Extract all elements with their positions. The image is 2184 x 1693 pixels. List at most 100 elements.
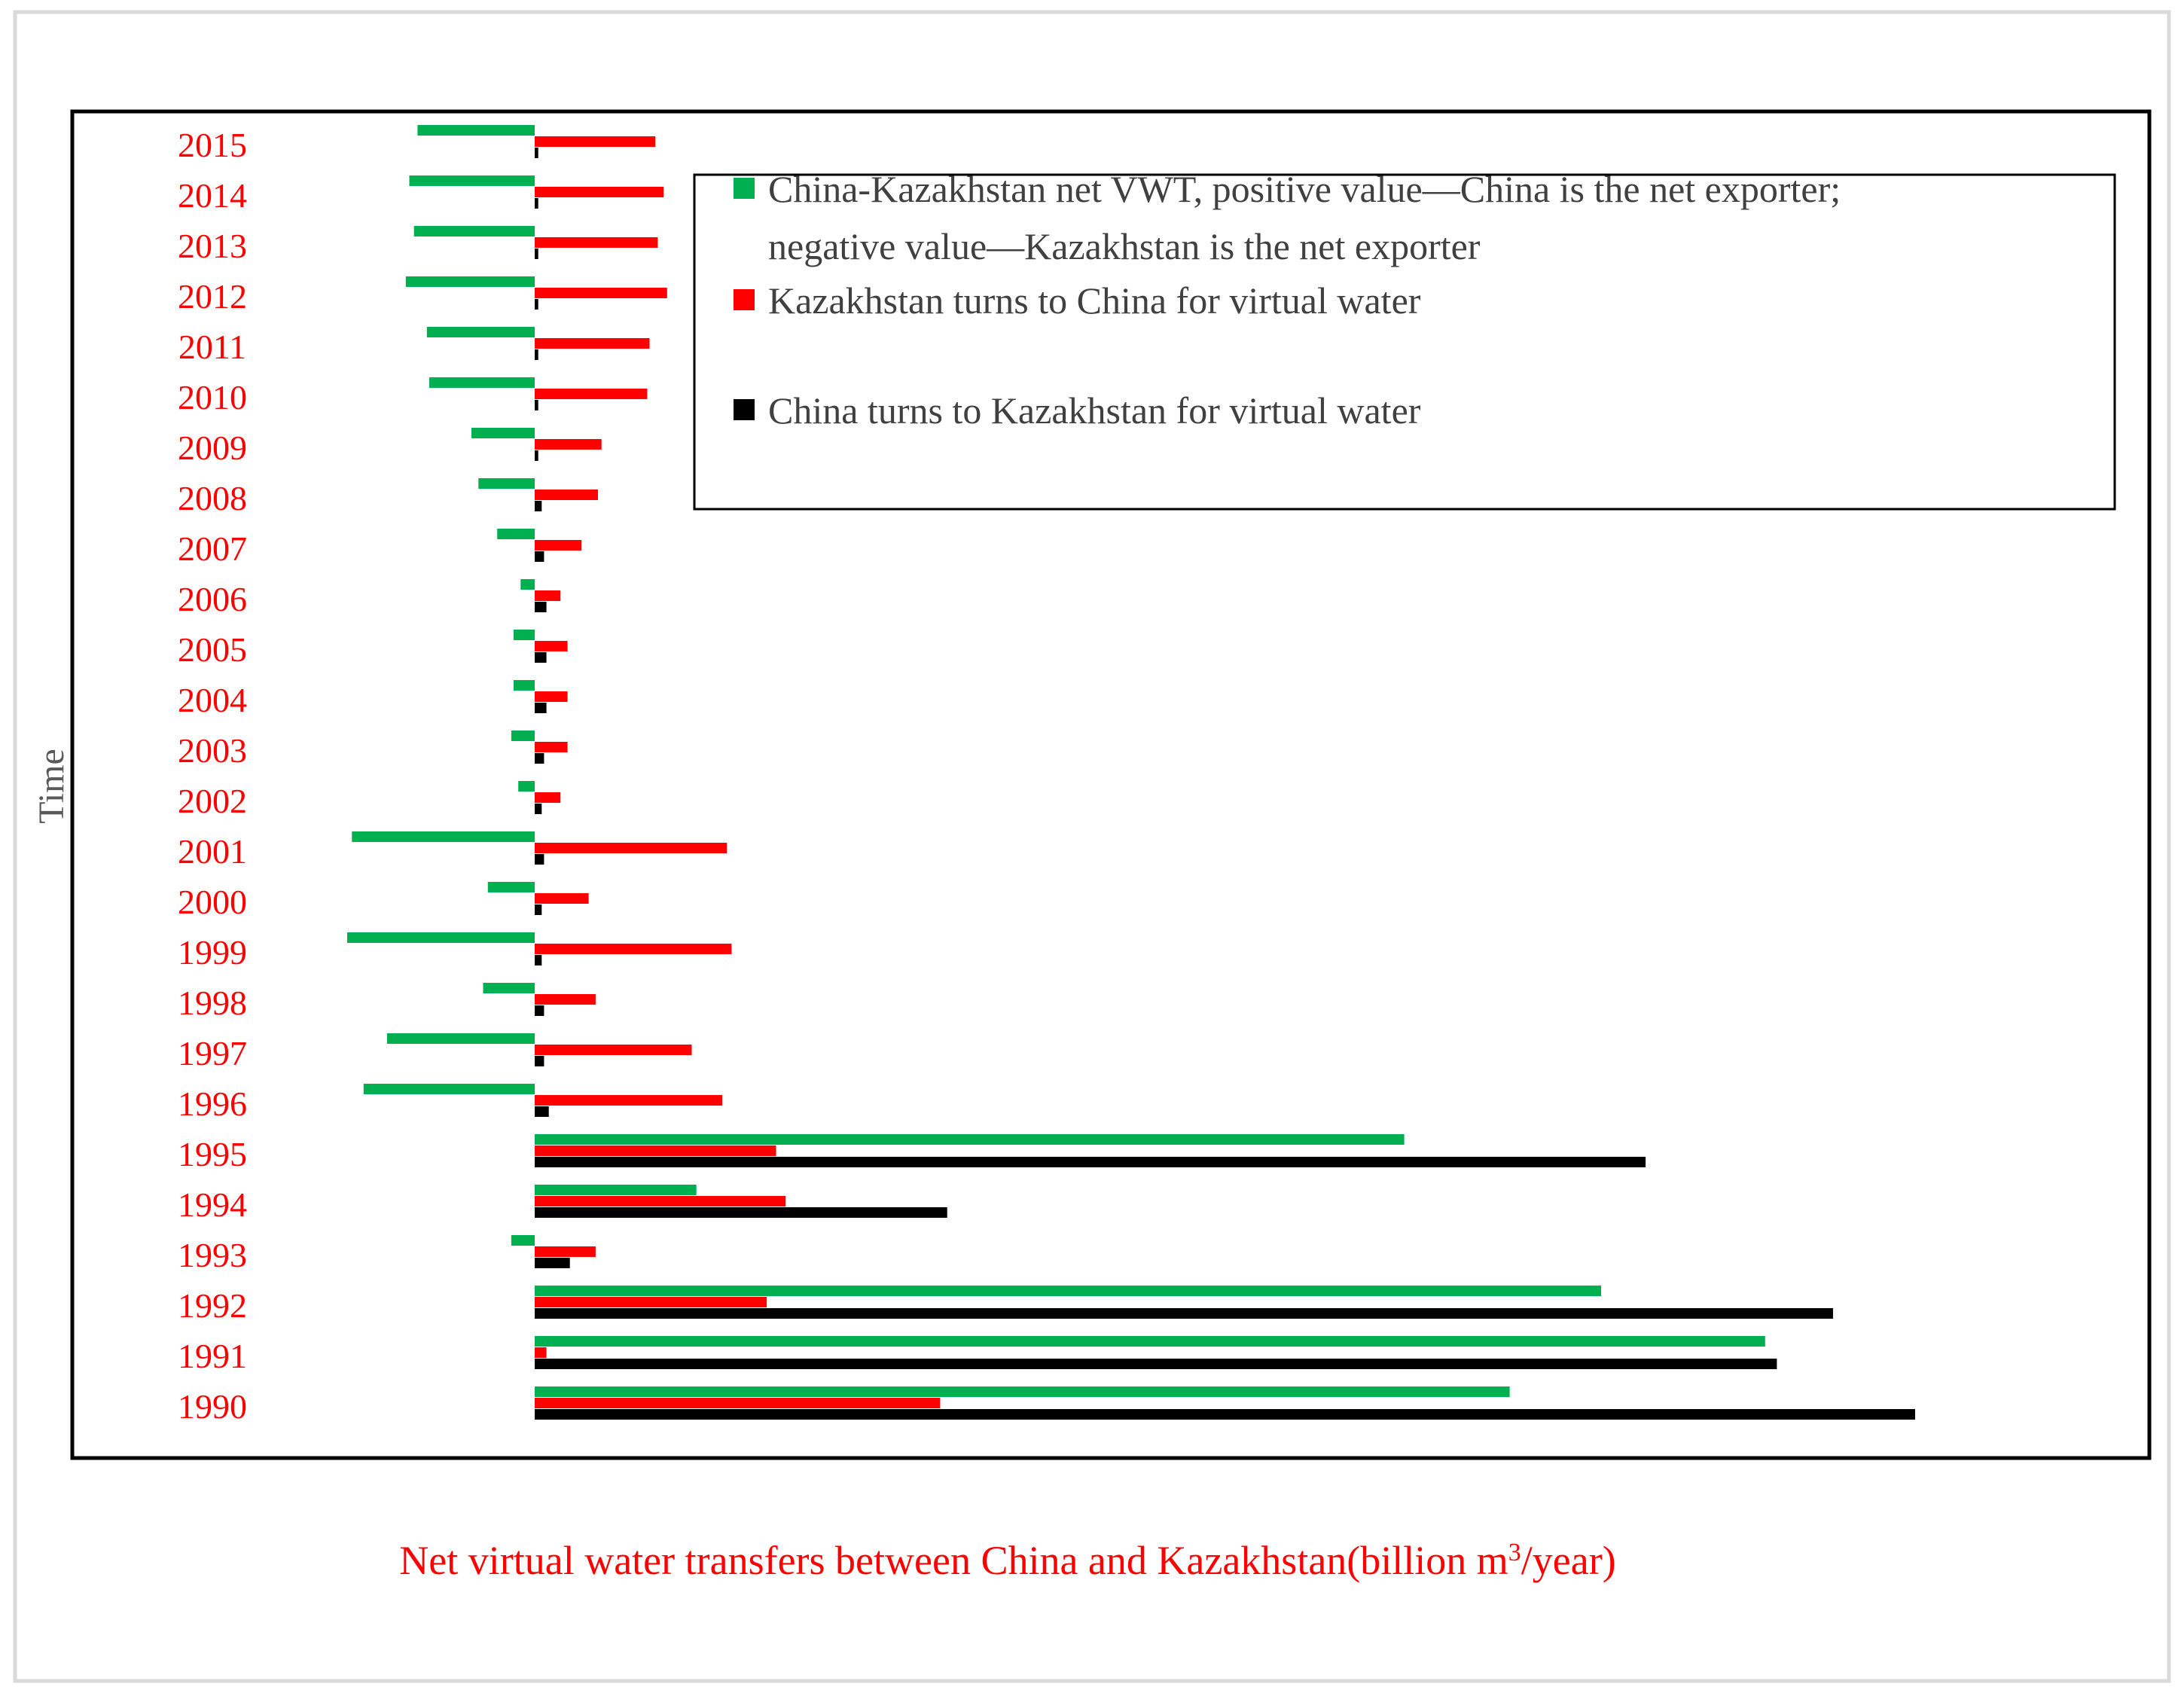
y-tick-label-2003: 2003 xyxy=(178,731,247,770)
y-tick-label-2007: 2007 xyxy=(178,529,247,568)
bar-kazakhstan-turns-to-china-for-virtual-wa-2006 xyxy=(535,590,561,601)
bar-china-kazakhstan-net-vwt-1999 xyxy=(347,932,535,943)
bar-china-kazakhstan-net-vwt-2005 xyxy=(514,630,535,640)
bar-china-turns-to-kazakhstan-for-virtual-wa-2007 xyxy=(535,551,544,562)
bar-china-turns-to-kazakhstan-for-virtual-wa-2012 xyxy=(535,299,538,310)
bar-kazakhstan-turns-to-china-for-virtual-wa-1990 xyxy=(535,1398,941,1408)
bar-china-turns-to-kazakhstan-for-virtual-wa-2005 xyxy=(535,652,547,663)
bar-china-kazakhstan-net-vwt-1996 xyxy=(363,1084,535,1094)
bar-china-turns-to-kazakhstan-for-virtual-wa-1991 xyxy=(535,1359,1777,1369)
bar-kazakhstan-turns-to-china-for-virtual-wa-2015 xyxy=(535,136,656,147)
bar-china-turns-to-kazakhstan-for-virtual-wa-2015 xyxy=(535,148,538,158)
bar-china-kazakhstan-net-vwt-2002 xyxy=(518,781,535,792)
bar-kazakhstan-turns-to-china-for-virtual-wa-2008 xyxy=(535,490,598,500)
bar-kazakhstan-turns-to-china-for-virtual-wa-1996 xyxy=(535,1095,722,1106)
y-tick-label-1993: 1993 xyxy=(178,1236,247,1274)
bar-china-turns-to-kazakhstan-for-virtual-wa-2014 xyxy=(535,198,538,209)
y-tick-label-2006: 2006 xyxy=(178,580,247,618)
bar-china-turns-to-kazakhstan-for-virtual-wa-1995 xyxy=(535,1157,1646,1167)
legend: China-Kazakhstan net VWT, positive value… xyxy=(693,168,2116,511)
bar-kazakhstan-turns-to-china-for-virtual-wa-2000 xyxy=(535,893,589,904)
legend-swatch-china-turns-to-kazakhstan-for-virtual-wa xyxy=(734,399,755,420)
bar-china-kazakhstan-net-vwt-2011 xyxy=(426,327,535,337)
bar-kazakhstan-turns-to-china-for-virtual-wa-1999 xyxy=(535,944,732,954)
bar-china-turns-to-kazakhstan-for-virtual-wa-2003 xyxy=(535,753,544,764)
y-tick-label-2014: 2014 xyxy=(178,176,247,215)
bar-china-turns-to-kazakhstan-for-virtual-wa-1994 xyxy=(535,1207,947,1218)
bar-china-turns-to-kazakhstan-for-virtual-wa-2002 xyxy=(535,804,542,814)
bar-kazakhstan-turns-to-china-for-virtual-wa-1995 xyxy=(535,1145,776,1156)
bar-china-kazakhstan-net-vwt-2001 xyxy=(352,831,535,842)
y-tick-label-2012: 2012 xyxy=(178,277,247,316)
bar-kazakhstan-turns-to-china-for-virtual-wa-2004 xyxy=(535,691,568,702)
bar-china-kazakhstan-net-vwt-2015 xyxy=(417,125,535,136)
y-tick-label-2002: 2002 xyxy=(178,782,247,820)
legend-label-china-kazakhstan-net-vwt: China-Kazakhstan net VWT, positive value… xyxy=(768,168,1841,267)
bar-china-kazakhstan-net-vwt-1991 xyxy=(535,1336,1765,1347)
y-axis-title: Time xyxy=(32,749,72,824)
y-tick-label-1995: 1995 xyxy=(178,1135,247,1173)
bar-kazakhstan-turns-to-china-for-virtual-wa-2011 xyxy=(535,338,650,349)
bar-kazakhstan-turns-to-china-for-virtual-wa-1997 xyxy=(535,1045,692,1055)
y-tick-label-2000: 2000 xyxy=(178,883,247,921)
bar-kazakhstan-turns-to-china-for-virtual-wa-2010 xyxy=(535,389,648,399)
bar-kazakhstan-turns-to-china-for-virtual-wa-2005 xyxy=(535,641,568,651)
legend-box xyxy=(693,173,2116,511)
figure-frame xyxy=(13,10,2171,1683)
bar-kazakhstan-turns-to-china-for-virtual-wa-1992 xyxy=(535,1297,767,1307)
bar-china-kazakhstan-net-vwt-2006 xyxy=(520,579,535,590)
bar-china-kazakhstan-net-vwt-2014 xyxy=(409,175,535,186)
bar-china-turns-to-kazakhstan-for-virtual-wa-2001 xyxy=(535,854,544,865)
bar-china-turns-to-kazakhstan-for-virtual-wa-1993 xyxy=(535,1258,570,1268)
bar-china-turns-to-kazakhstan-for-virtual-wa-1999 xyxy=(535,955,542,965)
bar-china-turns-to-kazakhstan-for-virtual-wa-2011 xyxy=(535,349,538,360)
legend-swatch-kazakhstan-turns-to-china-for-virtual-wa xyxy=(734,289,755,310)
bar-china-turns-to-kazakhstan-for-virtual-wa-1998 xyxy=(535,1005,544,1016)
bar-china-kazakhstan-net-vwt-1994 xyxy=(535,1185,697,1195)
y-tick-label-2001: 2001 xyxy=(178,832,247,871)
bar-kazakhstan-turns-to-china-for-virtual-wa-2002 xyxy=(535,792,561,803)
bar-china-turns-to-kazakhstan-for-virtual-wa-2004 xyxy=(535,703,547,713)
bar-china-turns-to-kazakhstan-for-virtual-wa-1992 xyxy=(535,1308,1833,1319)
bar-china-kazakhstan-net-vwt-1992 xyxy=(535,1286,1601,1296)
bar-china-kazakhstan-net-vwt-2010 xyxy=(429,377,535,388)
y-tick-label-2009: 2009 xyxy=(178,429,247,467)
y-tick-label-1998: 1998 xyxy=(178,984,247,1022)
bar-kazakhstan-turns-to-china-for-virtual-wa-2001 xyxy=(535,843,727,853)
y-tick-label-2013: 2013 xyxy=(178,227,247,265)
bar-china-kazakhstan-net-vwt-2000 xyxy=(487,882,535,892)
bar-china-turns-to-kazakhstan-for-virtual-wa-2009 xyxy=(535,450,538,461)
bar-kazakhstan-turns-to-china-for-virtual-wa-1991 xyxy=(535,1347,547,1358)
bar-kazakhstan-turns-to-china-for-virtual-wa-2014 xyxy=(535,187,664,197)
bar-kazakhstan-turns-to-china-for-virtual-wa-2007 xyxy=(535,540,582,551)
bar-china-kazakhstan-net-vwt-2012 xyxy=(405,276,535,287)
bar-kazakhstan-turns-to-china-for-virtual-wa-2009 xyxy=(535,439,602,450)
bar-china-turns-to-kazakhstan-for-virtual-wa-2000 xyxy=(535,904,542,915)
y-tick-label-2004: 2004 xyxy=(178,681,247,719)
bar-china-turns-to-kazakhstan-for-virtual-wa-1996 xyxy=(535,1106,549,1117)
y-tick-label-2015: 2015 xyxy=(178,126,247,164)
y-tick-label-2011: 2011 xyxy=(178,328,246,366)
legend-label-kazakhstan-turns-to-china-for-virtual-wa: Kazakhstan turns to China for virtual wa… xyxy=(768,279,1421,322)
bar-china-kazakhstan-net-vwt-1998 xyxy=(483,983,535,993)
plot-area-border xyxy=(70,109,2152,1460)
y-tick-label-1997: 1997 xyxy=(178,1034,247,1072)
y-tick-label-1991: 1991 xyxy=(178,1337,247,1375)
bar-kazakhstan-turns-to-china-for-virtual-wa-2003 xyxy=(535,742,568,752)
y-tick-label-1994: 1994 xyxy=(178,1185,247,1224)
bar-china-kazakhstan-net-vwt-1997 xyxy=(386,1033,535,1044)
bar-china-kazakhstan-net-vwt-2008 xyxy=(478,478,535,489)
bar-kazakhstan-turns-to-china-for-virtual-wa-2013 xyxy=(535,237,658,248)
bar-china-kazakhstan-net-vwt-1993 xyxy=(511,1235,535,1246)
bars-layer xyxy=(347,125,1915,1420)
y-tick-label-1999: 1999 xyxy=(178,933,247,972)
bar-kazakhstan-turns-to-china-for-virtual-wa-2012 xyxy=(535,288,667,298)
y-tick-label-1992: 1992 xyxy=(178,1286,247,1325)
bar-china-turns-to-kazakhstan-for-virtual-wa-1990 xyxy=(535,1409,1915,1420)
bar-china-kazakhstan-net-vwt-2004 xyxy=(514,680,535,691)
x-axis-caption: Net virtual water transfers between Chin… xyxy=(399,1538,1615,1583)
legend-label-china-turns-to-kazakhstan-for-virtual-wa: China turns to Kazakhstan for virtual wa… xyxy=(768,389,1421,432)
bar-china-turns-to-kazakhstan-for-virtual-wa-2013 xyxy=(535,249,538,259)
bar-china-kazakhstan-net-vwt-2007 xyxy=(497,529,535,539)
bar-china-turns-to-kazakhstan-for-virtual-wa-1997 xyxy=(535,1056,544,1066)
